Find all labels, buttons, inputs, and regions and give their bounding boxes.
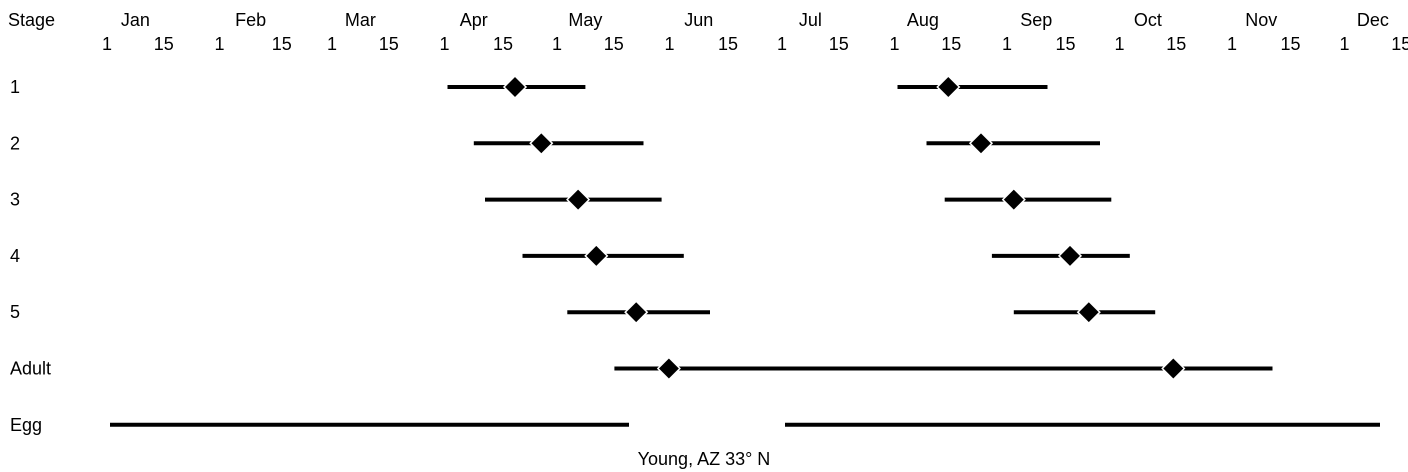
row-label-4: 4 <box>10 246 20 266</box>
row-adult: Adult <box>10 356 1273 381</box>
tick-label-sep-15: 15 <box>1055 34 1075 54</box>
month-label-jun: Jun <box>684 10 713 30</box>
peak-marker-5-2-1 <box>1076 300 1101 325</box>
tick-label-aug-15: 15 <box>941 34 961 54</box>
tick-label-sep-1: 1 <box>1002 34 1012 54</box>
row-1: 1 <box>10 74 1048 100</box>
month-label-mar: Mar <box>345 10 376 30</box>
tick-label-jun-1: 1 <box>664 34 674 54</box>
tick-label-oct-15: 15 <box>1166 34 1186 54</box>
row-label-2: 2 <box>10 133 20 153</box>
month-label-dec: Dec <box>1357 10 1389 30</box>
row-3: 3 <box>10 187 1112 212</box>
tick-label-feb-1: 1 <box>214 34 224 54</box>
month-label-sep: Sep <box>1020 10 1052 30</box>
tick-label-mar-1: 1 <box>327 34 337 54</box>
tick-label-aug-1: 1 <box>889 34 899 54</box>
peak-marker-3-1-1 <box>566 187 591 212</box>
row-label-1: 1 <box>10 77 20 97</box>
tick-label-may-1: 1 <box>552 34 562 54</box>
peak-marker-3-2-1 <box>1001 187 1026 212</box>
month-label-oct: Oct <box>1134 10 1162 30</box>
tick-label-mar-15: 15 <box>379 34 399 54</box>
tick-label-oct-1: 1 <box>1114 34 1124 54</box>
tick-label-apr-1: 1 <box>439 34 449 54</box>
tick-label-jul-1: 1 <box>777 34 787 54</box>
peak-marker-adult-1-1 <box>656 356 681 381</box>
row-4: 4 <box>10 243 1130 268</box>
tick-label-nov-15: 15 <box>1280 34 1300 54</box>
tick-label-dec-1: 1 <box>1339 34 1349 54</box>
peak-marker-2-1-1 <box>529 131 554 156</box>
stage-rows: 1 2 3 4 5 Adult Egg <box>10 74 1380 435</box>
stage-header-label: Stage <box>8 10 55 30</box>
tick-label-dec-15: 15 <box>1391 34 1408 54</box>
tick-label-jul-15: 15 <box>829 34 849 54</box>
peak-marker-1-1-1 <box>502 74 528 100</box>
peak-marker-4-2-1 <box>1057 243 1083 268</box>
month-label-jul: Jul <box>799 10 822 30</box>
peak-marker-adult-1-2 <box>1161 356 1186 381</box>
row-5: 5 <box>10 300 1156 325</box>
month-label-nov: Nov <box>1245 10 1277 30</box>
peak-marker-2-2-1 <box>968 131 994 156</box>
tick-label-may-15: 15 <box>604 34 624 54</box>
month-label-feb: Feb <box>235 10 266 30</box>
row-egg: Egg <box>10 415 1380 435</box>
peak-marker-1-2-1 <box>936 74 961 100</box>
month-label-apr: Apr <box>460 10 488 30</box>
tick-label-feb-15: 15 <box>272 34 292 54</box>
month-label-aug: Aug <box>907 10 939 30</box>
tick-label-jun-15: 15 <box>718 34 738 54</box>
chart-header: Stage <box>8 10 55 30</box>
tick-label-jan-15: 15 <box>154 34 174 54</box>
row-label-5: 5 <box>10 302 20 322</box>
tick-label-nov-1: 1 <box>1227 34 1237 54</box>
row-label-adult: Adult <box>10 359 51 379</box>
chart-caption: Young, AZ 33° N <box>638 449 771 469</box>
row-label-3: 3 <box>10 190 20 210</box>
peak-marker-5-1-1 <box>624 300 649 325</box>
row-label-egg: Egg <box>10 415 42 435</box>
month-label-may: May <box>568 10 602 30</box>
tick-label-jan-1: 1 <box>102 34 112 54</box>
row-2: 2 <box>10 131 1100 156</box>
peak-marker-4-1-1 <box>584 243 609 268</box>
tick-label-apr-15: 15 <box>493 34 513 54</box>
month-label-jan: Jan <box>121 10 150 30</box>
